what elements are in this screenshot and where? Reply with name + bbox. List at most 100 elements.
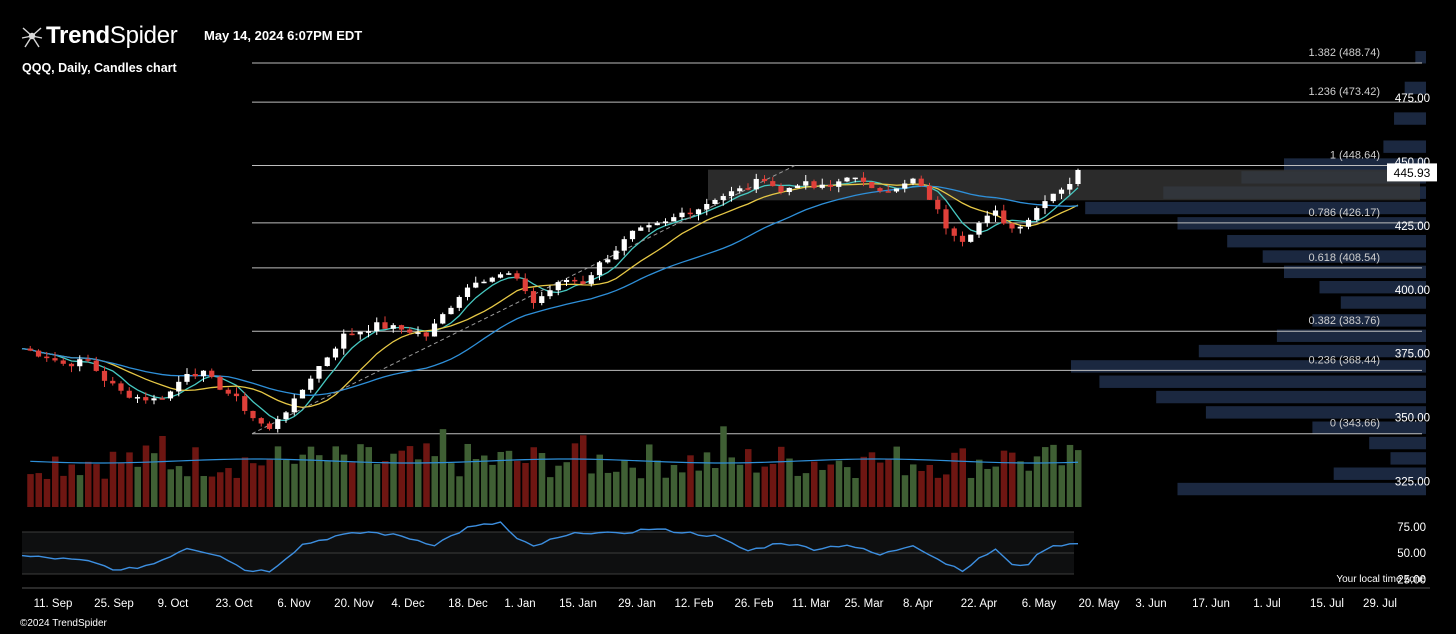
candle-body [374,322,380,332]
candle-body [654,223,660,226]
candle [68,362,75,373]
volume-bar [291,463,298,507]
volume-bar [588,473,595,507]
time-tick-label: 6. Nov [277,598,310,610]
brand-name-bold: Trend [46,22,110,49]
volume-profile-bin [1071,360,1426,373]
price-axis[interactable]: 325.00350.00375.00400.00425.00450.00475.… [1395,93,1430,488]
chart-subtitle: QQQ, Daily, Candles chart [22,61,177,75]
candle [291,394,297,416]
candle [184,368,190,385]
candle-body [827,184,834,187]
candle-body [918,178,924,186]
candle-body [926,185,933,200]
candle-body [992,210,999,216]
candle-body [877,188,883,192]
time-tick-label: 20. Nov [334,598,374,610]
candle-body [1042,201,1048,209]
candle [613,245,619,261]
volume-bar [1025,470,1032,507]
brand-logo[interactable]: TrendSpider [18,18,178,54]
candle-body [679,212,685,218]
candle-body [605,259,611,263]
candle [761,175,768,184]
time-tick-label: 15. Jul [1310,598,1344,610]
volume-bar [167,469,174,507]
candle-body [728,191,735,197]
candle-body [217,376,223,390]
volume-bar [967,477,975,507]
candle-body [27,348,33,351]
volume-profile-bin [1312,421,1426,434]
volume-bar [175,466,183,507]
candle-body [745,188,751,190]
volume-profile-bin [1394,112,1426,125]
candle [654,221,660,226]
candle [1009,222,1015,233]
volume-bar [1042,447,1049,507]
candle [704,198,710,216]
candle-body [242,396,248,411]
volume-bar [365,447,372,507]
volume-bar [200,476,207,507]
candle-body [629,230,636,240]
trend-line [251,165,796,435]
ema-mid-line [21,183,1079,409]
time-tick-label: 8. Apr [903,598,933,610]
candle [860,172,867,187]
time-tick-label: 29. Jul [1363,598,1397,610]
candle-body [308,378,314,390]
candle-body [35,350,42,357]
time-tick-label: 11. Sep [34,598,73,610]
candle [877,186,883,194]
price-tick-label: 425.00 [1395,221,1430,233]
candle-body [167,391,174,399]
candle [539,291,545,306]
volume-bar [35,473,42,507]
candle [266,421,273,431]
candle-body [143,397,149,401]
candle-body [753,178,759,190]
volume-bar [382,461,389,507]
candle [629,230,636,242]
time-axis[interactable]: 11. Sep 25. Sep 9. Oct 23. Oct 6. Nov 20. Nov… [22,587,1430,610]
candle [382,316,388,329]
candle [976,220,982,238]
volume-average-line [30,458,1079,464]
candle-body [869,181,875,189]
volume-bar [547,477,554,507]
candle-body [596,262,603,276]
candle [530,287,537,309]
candle [679,207,685,220]
candle-body [968,234,974,242]
volume-bar [464,443,471,507]
volume-bar [456,476,463,507]
candle [778,183,784,195]
volume-bar [439,429,447,507]
candle-body [464,287,471,297]
candle-body [258,418,264,424]
volume-bar [745,449,752,507]
candle-body [506,273,512,275]
volume-bar [893,446,900,507]
candle-body [910,178,916,184]
volume-profile-bin [1333,467,1426,480]
candle [803,174,809,190]
volume-bar [497,451,504,507]
candle-body [159,398,165,400]
candle [151,394,157,405]
candle [217,375,223,391]
volume-bar [844,467,851,507]
candle [176,375,182,397]
candle-body [200,370,207,377]
volume-bar [1009,452,1016,507]
volume-bar [852,478,859,507]
volume-bar [68,464,75,507]
candle-body [151,398,157,401]
volume-bar [159,435,166,507]
candle [299,389,306,399]
candle-body [852,177,858,180]
candle-body [695,209,702,215]
time-tick-label: 26. Feb [735,598,774,610]
